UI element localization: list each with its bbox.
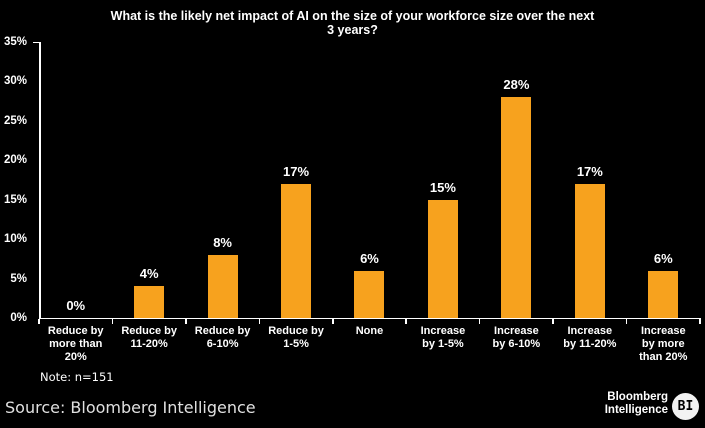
category-label: Increase by more than 20% <box>639 325 688 363</box>
brand-line1: Bloomberg <box>607 391 668 403</box>
bar-value-label: 17% <box>576 163 603 179</box>
y-tick-label: 5% <box>10 272 27 285</box>
bar-value-label: 17% <box>283 163 310 179</box>
y-tick-label: 35% <box>3 36 27 48</box>
x-axis-tick <box>38 319 40 324</box>
category-label: Reduce by more than 20% <box>47 325 104 363</box>
bar-column: 15% Increase by 1-5% <box>406 42 479 350</box>
plot-area: 0% Reduce by more than 20% 4% Reduce by 11-… <box>39 42 700 364</box>
x-axis-tick <box>405 319 407 324</box>
x-axis-tick <box>699 319 701 324</box>
bar <box>648 270 679 318</box>
bar-value-label: 0% <box>66 298 86 313</box>
bar <box>354 270 385 318</box>
bar-column: 17% Increase by 11-20% <box>553 42 626 350</box>
category-label: None <box>355 325 384 337</box>
source-text: Source: Bloomberg Intelligence <box>5 398 256 417</box>
y-tick-label: 10% <box>3 233 27 246</box>
category-label: Reduce by 11-20% <box>121 325 177 350</box>
y-tick-label: 0% <box>10 312 27 324</box>
bar-value-label: 6% <box>653 250 673 266</box>
bar-column: 6% Increase by more than 20% <box>627 42 700 363</box>
x-axis-tick <box>478 319 481 324</box>
chart-title: What is the likely net impact of AI on t… <box>110 9 595 37</box>
brand-line2: Intelligence <box>604 404 668 416</box>
bar <box>207 254 238 318</box>
bar <box>134 286 165 318</box>
y-tick-label: 30% <box>3 75 27 88</box>
bar-column: 6% None <box>333 42 406 337</box>
y-axis-top-tick <box>33 41 39 43</box>
brand-wordmark: Bloomberg Intelligence <box>605 391 668 417</box>
y-tick-label: 25% <box>3 114 27 127</box>
bar-column: 8% Reduce by 6-10% <box>186 42 259 350</box>
y-tick-label: 20% <box>3 154 27 167</box>
bar-column: 17% Reduce by 1-5% <box>259 42 332 350</box>
bar <box>281 183 312 318</box>
x-axis-tick <box>258 319 261 324</box>
x-axis-line <box>39 317 701 319</box>
y-axis-line <box>39 42 41 318</box>
x-axis-tick <box>332 319 334 324</box>
x-axis-ticks <box>38 319 701 324</box>
category-label: Increase by 1-5% <box>420 325 466 350</box>
bar-value-label: 28% <box>503 77 530 93</box>
bi-logo-badge: BI <box>672 393 699 420</box>
bar-value-label: 8% <box>213 234 232 250</box>
bar-value-label: 15% <box>429 179 456 195</box>
bar-value-label: 6% <box>360 250 379 266</box>
x-axis-tick <box>185 319 187 324</box>
bar <box>427 199 458 318</box>
x-axis-tick <box>111 319 114 324</box>
category-label: Increase by 11-20% <box>563 325 617 350</box>
bar-column: 0% Reduce by more than 20% <box>39 42 112 364</box>
bar <box>501 97 532 318</box>
bar <box>574 183 605 318</box>
bar-column: 28% Increase by 6-10% <box>480 42 553 350</box>
bar-column: 4% Reduce by 11-20% <box>112 42 185 350</box>
x-axis-tick <box>552 319 554 324</box>
category-label: Reduce by 1-5% <box>268 325 324 350</box>
x-axis-tick <box>625 319 628 324</box>
category-label: Increase by 6-10% <box>492 325 541 350</box>
note-text: Note: n=151 <box>40 370 114 384</box>
y-axis-labels: 0% 5% 10% 15% 20% 25% 30% 35% <box>0 36 33 324</box>
y-tick-label: 15% <box>3 193 27 206</box>
category-label: Reduce by 6-10% <box>194 325 251 350</box>
bar-value-label: 4% <box>139 266 159 282</box>
